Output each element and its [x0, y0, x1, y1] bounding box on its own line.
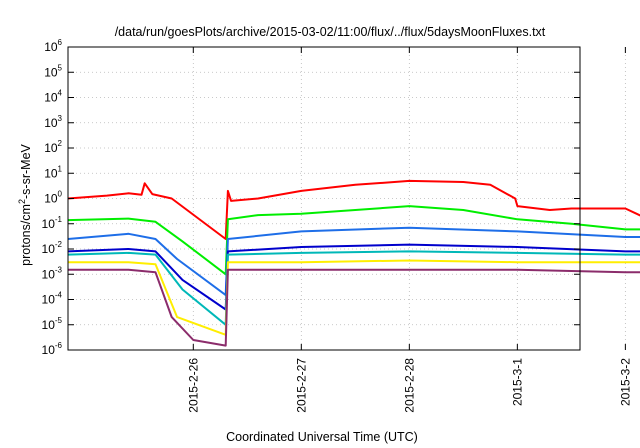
y-tick-base: 10 — [42, 343, 56, 357]
y-tick-base: 10 — [44, 65, 58, 79]
x-tick-label: 2015-2-27 — [294, 358, 308, 413]
y-tick-base: 10 — [44, 141, 58, 155]
y-tick-label: 106 — [44, 38, 62, 54]
y-tick-base: 10 — [44, 166, 58, 180]
y-tick-label: 10-4 — [42, 291, 63, 307]
x-tick-label: 2015-2-26 — [186, 358, 200, 413]
y-axis-label: protons/cm2-s-sr-MeV — [17, 143, 33, 265]
series-line — [67, 250, 640, 326]
y-tick-label: 10-1 — [42, 215, 63, 231]
y-tick-label: 10-5 — [42, 316, 63, 332]
series-line — [67, 243, 640, 311]
grid — [68, 47, 626, 350]
y-tick-base: 10 — [44, 116, 58, 130]
y-tick-base: 10 — [44, 91, 58, 105]
y-tick-label: 102 — [44, 139, 62, 155]
x-tick-label: 2015-3-1 — [510, 358, 524, 406]
y-tick-exponent: -2 — [55, 240, 63, 249]
series-line — [68, 268, 640, 347]
y-tick-base: 10 — [42, 217, 56, 231]
x-tick-label: 2015-3-2 — [618, 358, 632, 406]
y-tick-exponent: -5 — [55, 316, 63, 325]
y-tick-label: 103 — [44, 114, 62, 130]
y-tick-exponent: -6 — [55, 341, 63, 350]
y-tick-label: 10-3 — [42, 265, 63, 281]
y-tick-base: 10 — [42, 242, 56, 256]
series-line — [68, 259, 640, 336]
x-axis-label: Coordinated Universal Time (UTC) — [226, 430, 418, 444]
y-tick-exponent: 1 — [58, 164, 63, 173]
y-tick-base: 10 — [42, 267, 56, 281]
y-tick-exponent: -4 — [55, 291, 63, 300]
y-tick-label: 10-6 — [42, 341, 63, 357]
y-tick-exponent: 6 — [58, 38, 63, 47]
y-tick-label: 105 — [44, 63, 62, 79]
ticks — [68, 46, 626, 351]
series-line — [67, 205, 640, 276]
y-tick-exponent: 2 — [58, 139, 63, 148]
series-line — [67, 226, 640, 297]
y-tick-exponent: 3 — [58, 114, 63, 123]
x-tick-labels: 2015-2-26 2015-2-27 2015-2-28 2015-3-1 2015-… — [186, 358, 632, 413]
y-tick-base: 10 — [42, 293, 56, 307]
chart-title: /data/run/goesPlots/archive/2015-03-02/1… — [115, 25, 546, 39]
y-tick-label: 100 — [44, 190, 62, 206]
y-tick-base: 10 — [44, 192, 58, 206]
y-tick-label: 104 — [44, 89, 62, 105]
x-tick-label: 2015-2-28 — [402, 358, 416, 413]
y-tick-base: 10 — [42, 318, 56, 332]
y-tick-exponent: -1 — [55, 215, 63, 224]
y-tick-exponent: 0 — [58, 190, 63, 199]
y-tick-label: 10-2 — [42, 240, 63, 256]
y-tick-base: 10 — [44, 40, 58, 54]
y-tick-exponent: 4 — [58, 89, 63, 98]
y-tick-exponent: 5 — [58, 63, 63, 72]
y-tick-labels: 10-610-510-410-310-210-11001011021031041… — [42, 38, 63, 357]
series-layer — [67, 179, 640, 347]
y-tick-label: 101 — [44, 164, 62, 180]
series-line — [67, 179, 640, 240]
y-tick-exponent: -3 — [55, 265, 63, 274]
